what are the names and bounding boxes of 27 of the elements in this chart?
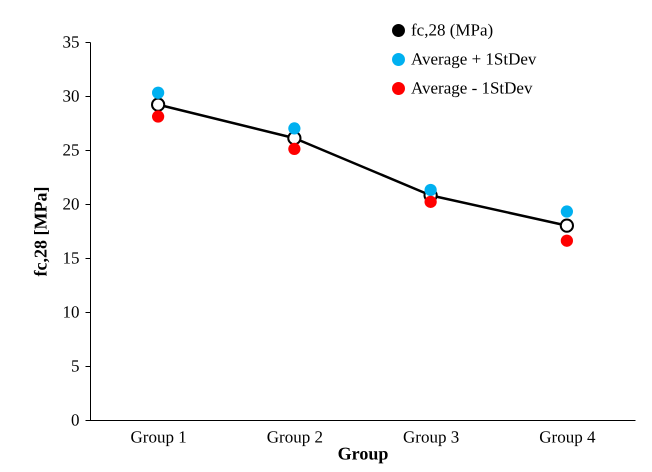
- point: [152, 110, 164, 123]
- point: [288, 142, 300, 156]
- y-tick-label: 35: [62, 32, 80, 52]
- y-tick-label: 10: [62, 302, 80, 322]
- y-tick-label: 5: [71, 356, 80, 376]
- x-tick-label: Group 4: [539, 428, 596, 446]
- point: [560, 234, 573, 247]
- point: [560, 218, 574, 233]
- x-axis-title: Group: [338, 444, 388, 464]
- legend-label: Average - 1StDev: [411, 78, 533, 98]
- point: [424, 196, 437, 208]
- x-tick-label: Group 3: [403, 428, 460, 446]
- point: [560, 205, 573, 218]
- y-tick-label: 25: [62, 140, 80, 160]
- point: [152, 86, 164, 99]
- point: [424, 184, 437, 196]
- y-axis-title: fc,28 [MPa]: [30, 186, 50, 276]
- legend-label: fc,28 (MPa): [411, 20, 494, 40]
- legend-label: Average + 1StDev: [411, 50, 537, 68]
- y-tick-label: 15: [62, 248, 80, 268]
- x-tick-label: Group 1: [130, 428, 187, 446]
- y-tick-label: 30: [62, 86, 80, 106]
- y-tick-label: 20: [62, 194, 80, 214]
- y-tick-label: 0: [71, 410, 80, 430]
- x-tick-label: Group 2: [266, 428, 323, 446]
- point: [151, 98, 166, 112]
- point: [288, 122, 300, 135]
